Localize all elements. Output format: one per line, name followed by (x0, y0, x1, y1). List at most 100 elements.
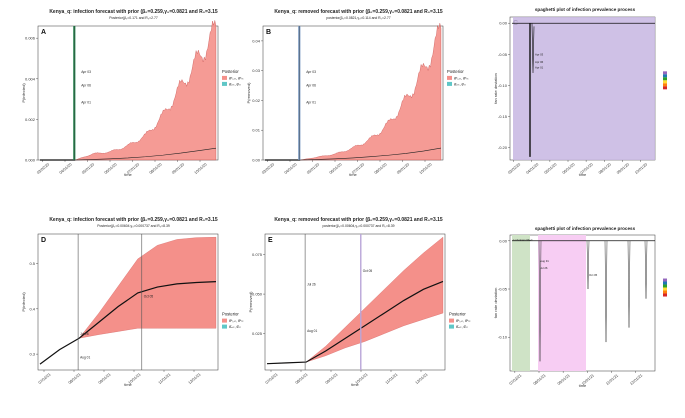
legend-entry: θ̂ᵇ₀ₛₜ, θ̂ᵇₛₜ (229, 76, 244, 80)
x-tick-label: 08/01/21 (68, 372, 82, 385)
x-axis-label: time (349, 172, 357, 177)
legend-entry: θ̂ᵇ₀ₛₜ, θ̂ᵇₛₜ (454, 76, 469, 80)
x-tick-label: 04/01/20 (284, 162, 298, 175)
x-tick-label: 10/01/20 (419, 162, 433, 175)
panel-letter: E (268, 237, 273, 244)
y-axis-label: P(infected) (21, 292, 26, 312)
y-tick-label: 0.04 (252, 38, 261, 43)
x-tick-label: 09/01/20 (616, 162, 630, 175)
y-axis-label: fan rate deviation (493, 288, 498, 319)
x-tick-label: 11/01/21 (385, 373, 399, 385)
x-tick-label: 10/01/20 (194, 162, 208, 175)
plot-frame (264, 233, 446, 371)
y-axis-label: P(removed) (248, 291, 253, 313)
lockdown-shading (538, 235, 586, 371)
y-tick-label: -0.05 (498, 287, 508, 292)
panel-subtitle: Posterior(β₀=0.171 and R₀=2.77 (109, 16, 158, 20)
y-tick-label: 0.075 (252, 252, 263, 257)
event-annotation: Lockdown lifted (513, 238, 533, 242)
legend-title: Posterior (222, 69, 239, 74)
y-tick-label: 0.004 (25, 76, 36, 81)
color-legend-swatch (663, 293, 667, 297)
legend-swatch-band (447, 75, 452, 80)
x-tick-label: 11/01/21 (158, 373, 172, 385)
x-tick-label: 06/01/20 (104, 162, 118, 175)
panel-d: Kenya_q: infection forecast with prior (… (21, 217, 244, 387)
panel-title: Kenya_q: infection forecast with prior (… (49, 217, 218, 223)
panel-e: Kenya_q: removed forecast with prior (β₀… (248, 217, 471, 387)
x-tick-label: 05/01/20 (81, 162, 95, 175)
panel-b: Kenya_q: removed forecast with prior (β₀… (246, 9, 469, 177)
forecast-band (300, 23, 442, 161)
forecast-band (266, 236, 444, 364)
color-legend-swatch (663, 80, 667, 84)
legend-swatch-band (222, 318, 227, 323)
event-annotation: Oct 05 (144, 294, 154, 298)
x-tick-label: 11/01/21 (605, 374, 619, 386)
prevalence-path (644, 240, 648, 299)
forecast-band (75, 20, 217, 161)
y-tick-label: 0.002 (25, 117, 36, 122)
y-tick-label: 0.01 (252, 128, 261, 133)
x-tick-label: 09/01/21 (557, 373, 571, 386)
x-tick-label: 03/02/20 (261, 162, 275, 175)
legend-swatch-median (449, 324, 454, 329)
legend-swatch-median (447, 81, 452, 86)
event-annotation: Jul 26 (80, 332, 89, 336)
event-annotation: Aug 01 (80, 356, 90, 360)
y-tick-label: 0.006 (25, 36, 36, 41)
y-tick-label: 0.3 (29, 352, 35, 357)
x-axis-label: time (351, 382, 359, 387)
legend-entry: θ̂ₒₛₜ, θ̂ₛₜ (229, 325, 241, 329)
event-annotation: Apr 03 (535, 53, 544, 57)
x-tick-label: 12/01/21 (188, 372, 202, 385)
panel-subtitle: posterior(β₀=0.0821,γ₀=0.114 and R₀=2.77 (326, 16, 390, 20)
event-annotation: Jul 26 (540, 266, 548, 270)
event-annotation: Apr 03 (81, 70, 91, 74)
x-tick-label: 03/02/20 (36, 162, 50, 175)
event-annotation: Aug 31 (540, 259, 549, 263)
y-tick-label: -0.05 (498, 52, 508, 57)
event-annotation: Apr 01 (535, 65, 544, 69)
forecast-band (39, 237, 217, 365)
x-tick-label: 04/01/20 (525, 162, 539, 175)
x-tick-label: 05/01/20 (306, 162, 320, 175)
legend-entry: θ̂ᵇ₀ₛₜ, θ̂ᵇₛₜ (456, 319, 471, 323)
x-tick-label: 08/01/20 (149, 162, 163, 175)
x-tick-label: 12/01/21 (415, 372, 429, 385)
x-tick-label: 06/01/20 (562, 162, 576, 175)
panel-letter: B (266, 29, 271, 36)
event-annotation: Apr 01 (306, 101, 316, 105)
legend-swatch-band (449, 318, 454, 323)
color-legend-swatch (663, 77, 667, 81)
color-legend-swatch (663, 71, 667, 75)
event-annotation: Apr 06 (81, 83, 91, 87)
x-tick-label: 04/01/20 (59, 162, 73, 175)
event-annotation: Aug 01 (307, 329, 317, 333)
panel-title: Kenya_q: removed forecast with prior (β₀… (274, 217, 443, 223)
x-tick-label: 07/02/21 (509, 373, 523, 386)
color-legend-swatch (663, 83, 667, 87)
x-tick-label: 08/01/20 (598, 162, 612, 175)
event-annotation: Apr 03 (306, 70, 316, 74)
x-axis-label: time (124, 382, 132, 387)
y-tick-label: 0.02 (252, 98, 261, 103)
y-tick-label: 0.00 (499, 21, 508, 26)
y-tick-label: -0.20 (498, 145, 508, 150)
color-legend-swatch (663, 287, 667, 291)
x-tick-label: 09/01/20 (171, 162, 185, 175)
panel-subtitle: Posterior(β₀=0.00604,γ₀=0.000737 and R₀=… (97, 224, 170, 228)
median-line (266, 280, 444, 365)
x-tick-label: 09/01/21 (98, 372, 112, 385)
panel-title: Kenya_q: infection forecast with prior (… (49, 9, 218, 15)
event-annotation: Jul 26 (307, 283, 316, 287)
legend-entry: θ̂ᵇ₀ₛₜ, θ̂ᵇₛₜ (229, 319, 244, 323)
x-tick-label: 05/01/20 (544, 162, 558, 175)
panel-subtitle: posterior(β₀=0.00604,γ₀=0.000737 and R₀=… (322, 224, 394, 228)
y-tick-label: 0.03 (252, 68, 261, 73)
legend-title: Posterior (447, 69, 464, 74)
prevalence-path (627, 240, 631, 328)
y-tick-label: 0.025 (252, 331, 263, 336)
event-annotation: Apr 06 (306, 83, 316, 87)
